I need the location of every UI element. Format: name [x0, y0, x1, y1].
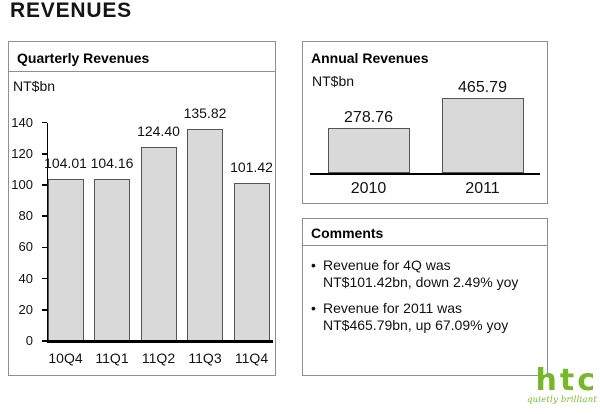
y-axis-line: [46, 122, 48, 341]
bar-11Q2: [140, 146, 177, 341]
x-axis-label: 11Q4: [234, 350, 269, 366]
htc-logo-text: htc: [535, 363, 598, 398]
y-tick-mark: [42, 246, 47, 249]
quarterly-unit-label: NT$bn: [13, 78, 56, 94]
x-axis-baseline: [310, 172, 540, 175]
y-tick-mark: [42, 184, 47, 186]
annual-panel-header: Annual Revenues: [311, 50, 429, 66]
bar-value-label: 124.40: [137, 122, 180, 139]
page-title: REVENUES: [10, 0, 132, 22]
bar-10Q4: [47, 178, 84, 341]
comments-list: • Revenue for 4Q was NT$101.42bn, down 2…: [303, 246, 547, 334]
y-tick-label: 80: [18, 208, 33, 224]
x-axis-label: 10Q4: [48, 350, 83, 366]
y-tick-mark: [42, 121, 47, 124]
y-tick-mark: [42, 340, 47, 342]
y-tick-label: 140: [11, 114, 33, 130]
y-tick-label: 40: [18, 270, 33, 286]
comment-text-line: NT$101.42bn, down 2.49% yoy: [323, 274, 519, 290]
bar-11Q4: [233, 182, 270, 341]
htc-tagline: quietly brilliant: [526, 395, 597, 405]
bullet-icon: •: [311, 300, 316, 316]
comment-text-line: Revenue for 2011 was: [323, 300, 463, 316]
y-tick-label: 120: [11, 145, 33, 161]
comment-item: • Revenue for 4Q was NT$101.42bn, down 2…: [311, 257, 539, 291]
bar-value-label: 465.79: [458, 79, 507, 96]
bar-2011: [441, 98, 524, 173]
bar-value-label: 104.01: [44, 154, 87, 171]
x-axis-label: 11Q2: [141, 350, 176, 366]
y-tick-label: 60: [18, 239, 33, 255]
bar-value-label: 101.42: [230, 158, 273, 175]
x-axis-label: 11Q3: [188, 350, 222, 366]
bar-value-label: 104.16: [90, 154, 134, 171]
y-tick-mark: [42, 215, 47, 217]
x-axis-label: 11Q1: [95, 350, 129, 366]
x-axis-label: 2011: [465, 179, 500, 197]
comment-text-line: NT$465.79bn, up 67.09% yoy: [323, 317, 509, 333]
comment-item: • Revenue for 2011 was NT$465.79bn, up 6…: [311, 300, 539, 334]
y-tick-mark: [42, 277, 47, 280]
bar-value-label: 278.76: [344, 109, 393, 127]
bar-11Q1: [94, 178, 130, 341]
x-axis-baseline: [46, 340, 273, 343]
y-tick-mark: [42, 309, 47, 311]
y-tick-label: 20: [18, 301, 33, 317]
x-axis-label: 2010: [350, 179, 387, 197]
annual-bar-chart: 278.76 2010 465.79 2011: [303, 42, 547, 203]
bar-value-label: 135.82: [183, 105, 227, 122]
comment-text: Revenue for 4Q was NT$101.42bn, down 2.4…: [323, 257, 518, 291]
comment-text-line: Revenue for 4Q was: [323, 257, 451, 273]
htc-logo: htc quietly brilliant: [526, 363, 598, 406]
bullet-icon: •: [311, 257, 316, 273]
comments-panel: Comments • Revenue for 4Q was NT$101.42b…: [302, 218, 548, 376]
bar-11Q3: [187, 129, 223, 341]
bar-2010: [327, 128, 410, 173]
quarterly-bar-chart: 0 20 40 60 80 100 120 140 104.01 10Q4 104.16 11Q1 12…: [9, 42, 275, 375]
quarterly-panel-header: Quarterly Revenues: [9, 42, 275, 72]
y-tick-label: 0: [25, 333, 33, 348]
y-tick-mark: [42, 153, 47, 155]
annual-unit-label: NT$bn: [312, 73, 355, 89]
comment-text: Revenue for 2011 was NT$465.79bn, up 67.…: [323, 300, 508, 334]
quarterly-revenues-panel: Quarterly Revenues NT$bn 0 20 40 60 80 100 120…: [8, 41, 276, 376]
comments-panel-header: Comments: [303, 219, 547, 246]
annual-revenues-panel: Annual Revenues NT$bn 278.76 2010 465.79 20…: [302, 41, 548, 204]
y-tick-label: 100: [11, 177, 33, 192]
